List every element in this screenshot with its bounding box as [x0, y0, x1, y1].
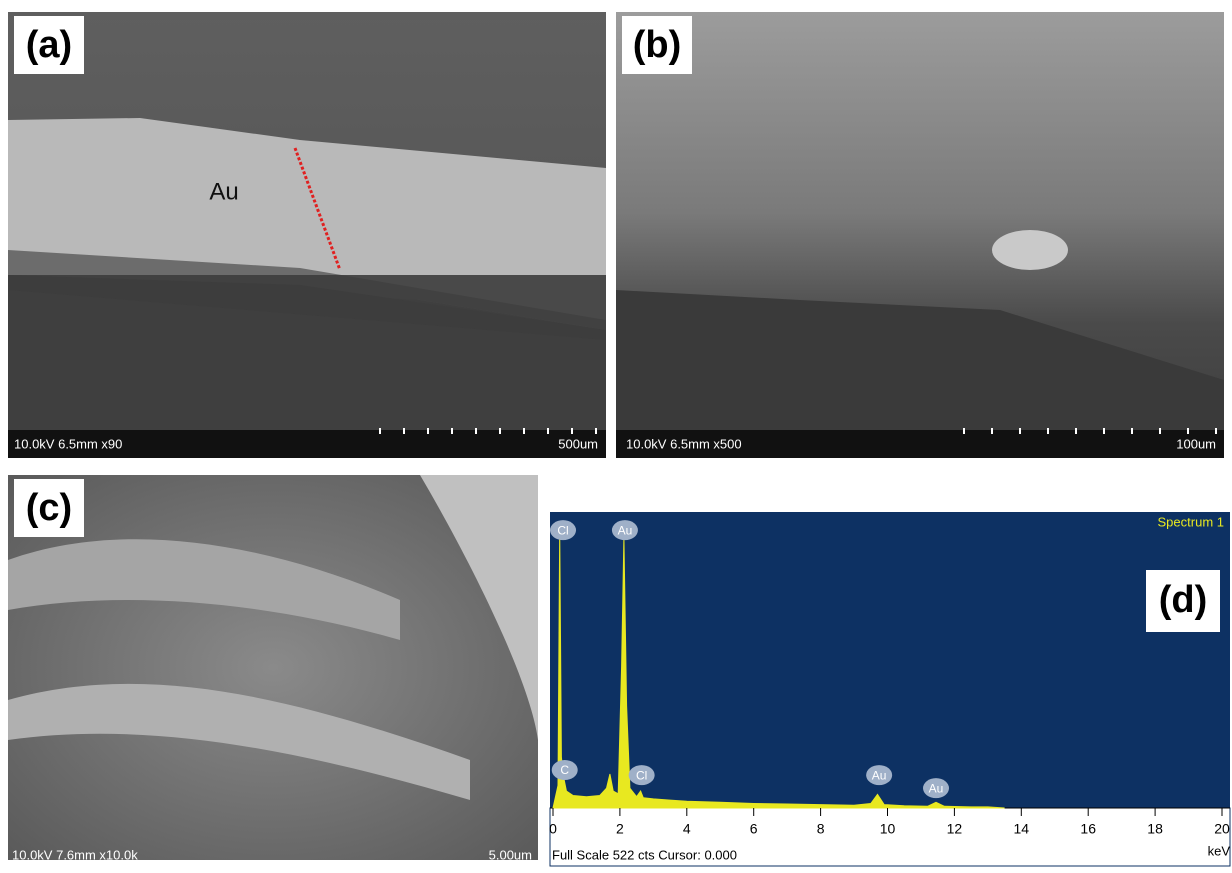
footer: Full Scale 522 cts Cursor: 0.000: [552, 847, 737, 862]
scale-label: 100um: [1176, 436, 1216, 451]
panel-c: (c) 10.0kV 7.6mm x10.0k 5.00um: [8, 475, 538, 862]
x-tick-label: 8: [817, 821, 825, 837]
peak-label: C: [560, 763, 569, 777]
x-tick-label: 6: [750, 821, 758, 837]
x-tick-label: 2: [616, 821, 624, 837]
scale-label: 5.00um: [489, 847, 532, 862]
x-tick-label: 0: [549, 821, 557, 837]
panel-label: (d): [1159, 579, 1208, 621]
x-unit: keV: [1208, 843, 1231, 858]
panel-b: (b) 10.0kV 6.5mm x500 100um: [616, 12, 1224, 458]
peak-label: Au: [872, 768, 887, 782]
plot-area: [550, 512, 1230, 808]
peak-label: Cl: [557, 523, 568, 537]
sem-info: 10.0kV 6.5mm x90: [14, 436, 122, 451]
scale-label: 500um: [558, 436, 598, 451]
sem-info: 10.0kV 6.5mm x500: [626, 436, 742, 451]
x-tick-label: 14: [1014, 821, 1030, 837]
peak-label: Cl: [636, 768, 647, 782]
x-tick-label: 20: [1214, 821, 1230, 837]
page: (a) Au 10.0kV 6.5mm x90 500um (b) 10.0kV…: [0, 0, 1232, 873]
annotation: Au: [209, 178, 238, 205]
panel-label: (c): [26, 487, 72, 529]
x-tick-label: 12: [947, 821, 963, 837]
x-tick-label: 16: [1080, 821, 1096, 837]
x-tick-label: 4: [683, 821, 691, 837]
sem-info: 10.0kV 7.6mm x10.0k: [12, 847, 138, 862]
particle: [992, 230, 1068, 270]
panel-a: (a) Au 10.0kV 6.5mm x90 500um: [8, 12, 606, 458]
figure: (a) Au 10.0kV 6.5mm x90 500um (b) 10.0kV…: [0, 0, 1232, 868]
panel-d: Spectrum 1 (d) keV Full Scale 522 cts Cu…: [550, 512, 1230, 866]
x-tick-label: 10: [880, 821, 896, 837]
panel-label: (a): [26, 24, 72, 66]
panel-label: (b): [633, 24, 682, 66]
x-tick-label: 18: [1147, 821, 1163, 837]
peak-label: Au: [929, 781, 944, 795]
peak-label: Au: [618, 523, 633, 537]
spectrum-title: Spectrum 1: [1158, 514, 1224, 529]
